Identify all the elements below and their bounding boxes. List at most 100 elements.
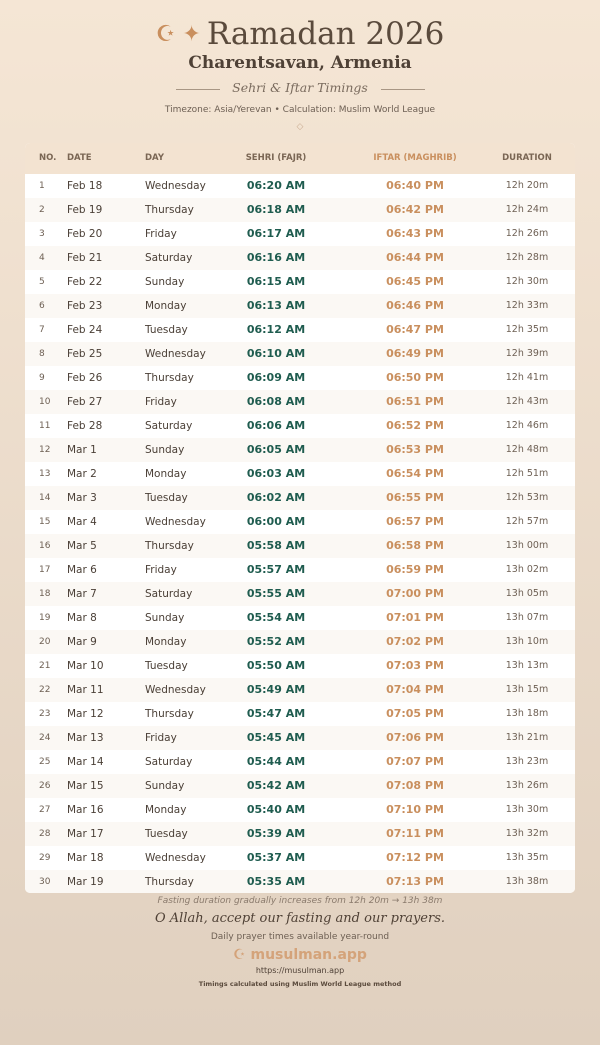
row-date: Mar 16: [67, 804, 104, 816]
row-iftar: 06:50 PM: [386, 371, 444, 384]
row-iftar: 06:43 PM: [386, 227, 444, 240]
row-sehri: 05:58 AM: [246, 539, 306, 552]
header-date: DATE: [67, 153, 92, 163]
row-no: 3: [39, 229, 45, 239]
table-row: 6 Feb 23 Monday 06:13 AM 06:46 PM 12h 33m: [25, 294, 575, 318]
header-no: NO.: [39, 153, 57, 163]
row-date: Mar 4: [67, 516, 97, 528]
timings-table: NO. DATE DAY SEHRI (FAJR) IFTAR (MAGHRIB…: [25, 143, 575, 893]
row-duration: 13h 00m: [505, 540, 549, 551]
row-day: Wednesday: [145, 852, 206, 864]
row-no: 29: [39, 853, 51, 863]
table-body: 1 Feb 18 Wednesday 06:20 AM 06:40 PM 12h 20m 2…: [25, 174, 575, 893]
row-duration: 13h 13m: [505, 660, 549, 671]
brand-link[interactable]: ☪ musulman.app: [0, 946, 600, 964]
row-sehri: 05:37 AM: [246, 851, 306, 864]
city-name: Charentsavan, Armenia: [188, 53, 412, 73]
table-row: 20 Mar 9 Monday 05:52 AM 07:02 PM 13h 10m: [25, 630, 575, 654]
row-no: 21: [39, 661, 51, 671]
crescent-star-icon: ☪ ✦: [155, 22, 201, 47]
title-text: Ramadan 2026: [206, 16, 445, 52]
row-no: 12: [39, 445, 51, 455]
table-row: 16 Mar 5 Thursday 05:58 AM 06:58 PM 13h 00m: [25, 534, 575, 558]
diamond-icon: ◇: [296, 122, 304, 132]
row-iftar: 06:47 PM: [386, 323, 444, 336]
daily-note: Daily prayer times available year-round: [210, 932, 390, 942]
row-iftar: 06:44 PM: [386, 251, 444, 264]
row-day: Friday: [145, 228, 177, 240]
row-duration: 12h 20m: [505, 180, 549, 191]
row-day: Sunday: [145, 444, 185, 456]
row-duration: 12h 43m: [505, 396, 549, 407]
row-date: Mar 14: [67, 756, 104, 768]
row-no: 10: [39, 397, 51, 407]
row-duration: 12h 57m: [505, 516, 549, 527]
row-sehri: 06:02 AM: [246, 491, 306, 504]
row-date: Mar 9: [67, 636, 97, 648]
table-row: 10 Feb 27 Friday 06:08 AM 06:51 PM 12h 43m: [25, 390, 575, 414]
row-day: Tuesday: [145, 324, 188, 336]
duration-note: Fasting duration gradually increases fro…: [157, 896, 443, 906]
table-row: 24 Mar 13 Friday 05:45 AM 07:06 PM 13h 21m: [25, 726, 575, 750]
table-row: 2 Feb 19 Thursday 06:18 AM 06:42 PM 12h 24m: [25, 198, 575, 222]
row-day: Friday: [145, 396, 177, 408]
row-duration: 12h 26m: [505, 228, 549, 239]
row-iftar: 07:00 PM: [386, 587, 444, 600]
row-date: Mar 13: [67, 732, 104, 744]
row-sehri: 06:16 AM: [246, 251, 306, 264]
row-duration: 12h 28m: [505, 252, 549, 263]
row-no: 25: [39, 757, 51, 767]
row-no: 5: [39, 277, 45, 287]
table-row: 29 Mar 18 Wednesday 05:37 AM 07:12 PM 13h 35m: [25, 846, 575, 870]
divider-left: [176, 89, 220, 90]
row-date: Feb 25: [67, 348, 103, 360]
row-day: Monday: [145, 636, 187, 648]
table-row: 11 Feb 28 Saturday 06:06 AM 06:52 PM 12h 46m: [25, 414, 575, 438]
row-iftar: 06:46 PM: [386, 299, 444, 312]
row-duration: 12h 30m: [505, 276, 549, 287]
row-no: 28: [39, 829, 51, 839]
page-title: ☪ ✦ Ramadan 2026: [0, 17, 600, 51]
row-sehri: 06:05 AM: [246, 443, 306, 456]
row-no: 13: [39, 469, 51, 479]
row-duration: 12h 35m: [505, 324, 549, 335]
row-no: 4: [39, 253, 45, 263]
row-no: 19: [39, 613, 51, 623]
table-row: 27 Mar 16 Monday 05:40 AM 07:10 PM 13h 30m: [25, 798, 575, 822]
row-duration: 12h 53m: [505, 492, 549, 503]
row-date: Feb 28: [67, 420, 103, 432]
row-no: 1: [39, 181, 45, 191]
table-row: 14 Mar 3 Tuesday 06:02 AM 06:55 PM 12h 53m: [25, 486, 575, 510]
row-iftar: 07:10 PM: [386, 803, 444, 816]
subtitle: Sehri & Iftar Timings: [232, 80, 368, 95]
row-day: Wednesday: [145, 516, 206, 528]
row-day: Sunday: [145, 612, 185, 624]
row-no: 14: [39, 493, 51, 503]
row-iftar: 06:49 PM: [386, 347, 444, 360]
table-row: 23 Mar 12 Thursday 05:47 AM 07:05 PM 13h 18m: [25, 702, 575, 726]
row-iftar: 07:07 PM: [386, 755, 444, 768]
url-link[interactable]: https://musulman.app: [255, 966, 345, 975]
row-day: Thursday: [145, 540, 194, 552]
row-no: 15: [39, 517, 51, 527]
row-day: Thursday: [145, 372, 194, 384]
row-duration: 13h 07m: [505, 612, 549, 623]
row-no: 8: [39, 349, 45, 359]
brand-name: musulman.app: [250, 947, 367, 963]
row-date: Mar 5: [67, 540, 97, 552]
row-day: Sunday: [145, 276, 185, 288]
row-iftar: 07:08 PM: [386, 779, 444, 792]
table-row: 3 Feb 20 Friday 06:17 AM 06:43 PM 12h 26m: [25, 222, 575, 246]
row-sehri: 05:57 AM: [246, 563, 306, 576]
row-iftar: 06:40 PM: [386, 179, 444, 192]
row-sehri: 05:50 AM: [246, 659, 306, 672]
row-day: Thursday: [145, 876, 194, 888]
row-date: Mar 11: [67, 684, 104, 696]
row-iftar: 06:42 PM: [386, 203, 444, 216]
header-iftar: IFTAR (MAGHRIB): [373, 153, 457, 163]
row-no: 7: [39, 325, 45, 335]
row-date: Mar 15: [67, 780, 104, 792]
row-day: Sunday: [145, 780, 185, 792]
row-day: Tuesday: [145, 492, 188, 504]
table-row: 1 Feb 18 Wednesday 06:20 AM 06:40 PM 12h 20m: [25, 174, 575, 198]
